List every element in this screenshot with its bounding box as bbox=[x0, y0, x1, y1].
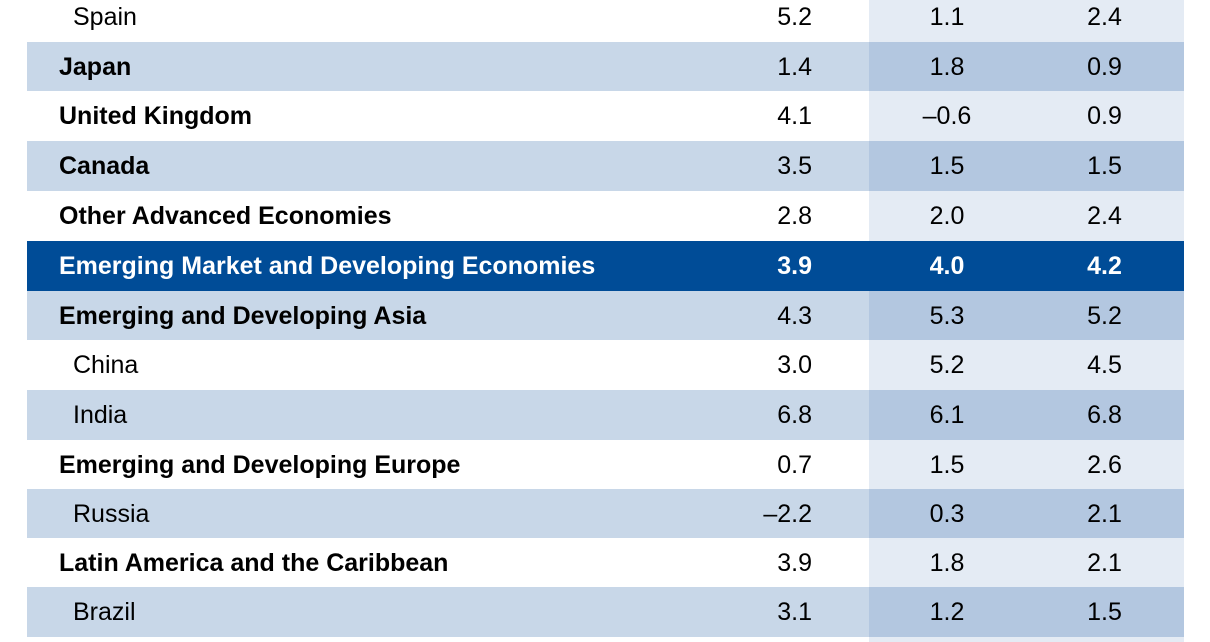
row-label: Russia bbox=[73, 499, 150, 528]
value-cell: 0.7 bbox=[777, 450, 812, 479]
value-cell: 0.9 bbox=[1025, 42, 1184, 92]
value-cell: 1.5 bbox=[1025, 141, 1184, 191]
value-cell: 3.1 bbox=[777, 597, 812, 626]
row-label: Spain bbox=[73, 2, 137, 31]
row-label: United Kingdom bbox=[59, 101, 253, 130]
value-cell: 2.4 bbox=[1025, 191, 1184, 241]
value-cell: 5.3 bbox=[869, 291, 1025, 341]
value-cell: 2.4 bbox=[1025, 0, 1184, 42]
value-cell: 3.0 bbox=[777, 350, 812, 379]
value-cell: 5.2 bbox=[1025, 291, 1184, 341]
value-cell: 4.2 bbox=[1087, 251, 1122, 280]
value-cell: 4.3 bbox=[777, 301, 812, 330]
table-row: Russia –2.2 0.3 2.1 bbox=[27, 489, 1184, 539]
table-row: Japan 1.4 1.8 0.9 bbox=[27, 42, 1184, 92]
table-row: Canada 3.5 1.5 1.5 bbox=[27, 141, 1184, 191]
value-cell: 6.1 bbox=[869, 390, 1025, 440]
value-cell: 5.2 bbox=[777, 2, 812, 31]
table-row: Latin America and the Caribbean 3.9 1.8 … bbox=[27, 538, 1184, 588]
value-cell: 3.5 bbox=[777, 151, 812, 180]
row-label: Emerging and Developing Europe bbox=[59, 450, 461, 479]
table-row: Spain 5.2 1.1 2.4 bbox=[27, 0, 1184, 42]
value-cell: 4.0 bbox=[929, 251, 965, 280]
row-label: Canada bbox=[59, 151, 150, 180]
table-row: Other Advanced Economies 2.8 2.0 2.4 bbox=[27, 191, 1184, 241]
table-row: India 6.8 6.1 6.8 bbox=[27, 390, 1184, 440]
value-cell: 1.8 bbox=[869, 42, 1025, 92]
value-cell: 2.8 bbox=[777, 201, 812, 230]
value-cell: 1.5 bbox=[869, 440, 1025, 490]
table-row: Emerging and Developing Asia 4.3 5.3 5.2 bbox=[27, 291, 1184, 341]
row-label: Emerging Market and Developing Economies bbox=[59, 251, 596, 280]
value-cell: 3.9 bbox=[777, 548, 812, 577]
value-cell: 3.9 bbox=[777, 251, 812, 280]
value-cell: 2.1 bbox=[1025, 489, 1184, 539]
row-label: Emerging and Developing Asia bbox=[59, 301, 427, 330]
value-cell: 4.1 bbox=[777, 101, 812, 130]
table-row: China 3.0 5.2 4.5 bbox=[27, 340, 1184, 390]
value-cell: 1.8 bbox=[869, 538, 1025, 588]
table-row: United Kingdom 4.1 –0.6 0.9 bbox=[27, 91, 1184, 141]
row-label: Japan bbox=[59, 52, 132, 81]
value-cell: 0.9 bbox=[1025, 91, 1184, 141]
value-cell: 5.2 bbox=[869, 340, 1025, 390]
table-row: Emerging and Developing Europe 0.7 1.5 2… bbox=[27, 440, 1184, 490]
value-cell: 4.5 bbox=[1025, 340, 1184, 390]
growth-table: Spain 5.2 1.1 2.4 Japan 1.4 1.8 0.9 Unit… bbox=[27, 0, 1184, 642]
table-row-highlight: Emerging Market and Developing Economies… bbox=[27, 241, 1184, 291]
value-cell: 0.3 bbox=[869, 489, 1025, 539]
value-cell: 6.8 bbox=[1025, 390, 1184, 440]
value-cell: 1.1 bbox=[869, 0, 1025, 42]
value-cell: 1.5 bbox=[1025, 587, 1184, 637]
table-row: Brazil 3.1 1.2 1.5 bbox=[27, 587, 1184, 637]
value-cell: –0.6 bbox=[869, 91, 1025, 141]
column-shade-strip bbox=[869, 637, 1184, 642]
value-cell: 1.2 bbox=[869, 587, 1025, 637]
value-cell: 1.4 bbox=[777, 52, 812, 81]
value-cell: 2.6 bbox=[1025, 440, 1184, 490]
row-label: Latin America and the Caribbean bbox=[59, 548, 449, 577]
value-cell: 2.0 bbox=[869, 191, 1025, 241]
value-cell: 6.8 bbox=[777, 400, 812, 429]
value-cell: 1.5 bbox=[869, 141, 1025, 191]
row-label: Brazil bbox=[73, 597, 136, 626]
value-cell: 2.1 bbox=[1025, 538, 1184, 588]
row-label: India bbox=[73, 400, 128, 429]
row-label: China bbox=[73, 350, 139, 379]
row-label: Other Advanced Economies bbox=[59, 201, 392, 230]
value-cell: –2.2 bbox=[763, 499, 812, 528]
